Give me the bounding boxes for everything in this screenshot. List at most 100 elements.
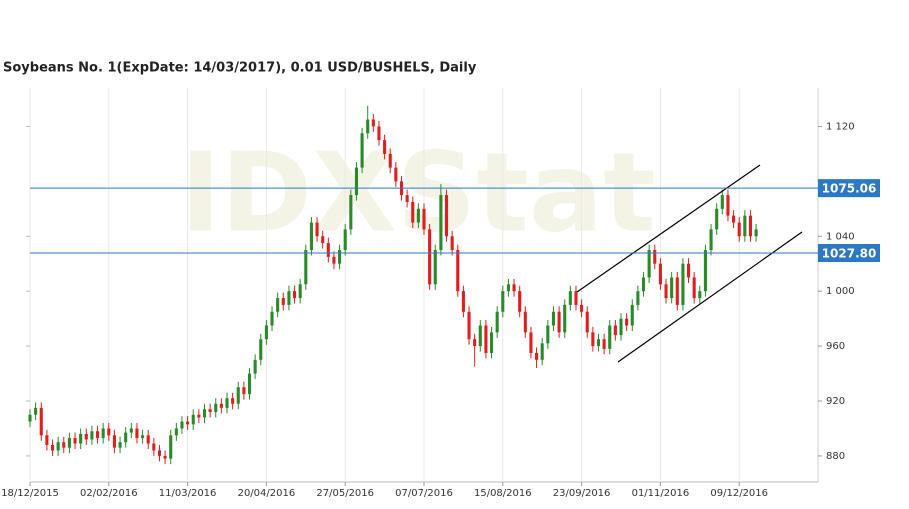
candle-body xyxy=(124,432,128,443)
candle-body xyxy=(535,352,539,360)
candle-body xyxy=(174,428,178,436)
candle-body xyxy=(62,442,66,448)
candle-body xyxy=(518,291,522,312)
candle-body xyxy=(698,291,702,299)
candle-body xyxy=(197,414,201,418)
candle-body xyxy=(523,311,527,333)
candle-body xyxy=(163,455,167,459)
candle-body xyxy=(625,318,629,326)
candles xyxy=(28,105,758,465)
candle-body xyxy=(433,249,437,285)
candle-body xyxy=(473,339,477,347)
candle-body xyxy=(585,311,589,333)
chart-title: Soybeans No. 1(ExpDate: 14/03/2017), 0.0… xyxy=(3,61,477,76)
candle-body xyxy=(501,291,505,312)
candle-body xyxy=(84,433,88,440)
candle-body xyxy=(529,332,533,353)
candle-body xyxy=(709,229,713,250)
candle-body xyxy=(253,359,257,374)
candle-body xyxy=(343,229,347,250)
candle-body xyxy=(743,215,747,237)
candle-body xyxy=(242,387,246,395)
candle-body xyxy=(748,215,753,237)
candle-body xyxy=(270,311,274,326)
candle-body xyxy=(619,318,623,336)
candle-body xyxy=(141,435,145,439)
candle-body xyxy=(39,407,43,436)
candle-body xyxy=(56,442,60,451)
candle-body xyxy=(641,277,646,292)
candle-body xyxy=(670,277,674,299)
candle-body xyxy=(28,414,32,422)
candle-body xyxy=(557,311,561,333)
candle-body xyxy=(489,332,494,353)
candle-body xyxy=(287,291,291,305)
y-tick-label: 1 000 xyxy=(826,286,855,297)
candle-body xyxy=(191,414,195,425)
candle-body xyxy=(405,195,409,202)
candle-body xyxy=(95,431,100,439)
candle-body xyxy=(574,291,578,305)
candle-body xyxy=(495,311,499,333)
candle-body xyxy=(304,249,308,285)
candle-body xyxy=(90,431,94,440)
candle-body xyxy=(591,332,595,347)
x-tick-label: 23/09/2016 xyxy=(553,488,611,499)
candle-body xyxy=(444,195,449,237)
candle-body xyxy=(439,195,443,250)
candle-body xyxy=(292,291,297,299)
trend-line-upper xyxy=(576,164,761,293)
x-tick-label: 02/02/2016 xyxy=(80,488,138,499)
candle-body xyxy=(338,249,342,264)
candle-body xyxy=(157,450,162,456)
candle-body xyxy=(568,291,572,305)
candle-body xyxy=(332,256,336,264)
x-tick-label: 11/03/2016 xyxy=(159,488,217,499)
candle-body xyxy=(169,435,173,459)
candle-body xyxy=(636,291,640,305)
candle-body xyxy=(129,428,133,433)
grid: 18/12/2015 02/02/2016 11/03/2016 20/04/2016… xyxy=(1,88,855,499)
candle-body xyxy=(394,167,398,182)
candle-body xyxy=(231,398,235,404)
candle-body xyxy=(34,407,38,415)
candle-body xyxy=(135,428,139,439)
candle-body xyxy=(388,153,392,168)
candle-body xyxy=(377,126,381,141)
candle-body xyxy=(236,387,240,404)
candle-body xyxy=(152,443,156,451)
y-tick-label: 920 xyxy=(826,396,845,407)
candle-body xyxy=(478,325,482,347)
candle-body xyxy=(112,435,116,448)
candle-body xyxy=(259,339,263,360)
candle-body xyxy=(315,222,319,237)
x-tick-label: 15/08/2016 xyxy=(474,488,532,499)
candle-body xyxy=(540,343,544,360)
candle-body xyxy=(681,263,685,305)
candle-body xyxy=(225,398,229,408)
candle-body xyxy=(715,208,719,230)
candle-body xyxy=(737,222,741,237)
candle-body xyxy=(461,291,465,312)
candle-body xyxy=(658,263,662,285)
candle-body xyxy=(321,236,325,244)
candle-body xyxy=(720,195,724,209)
candle-body xyxy=(546,325,550,344)
candle-body xyxy=(653,249,657,264)
candle-body xyxy=(67,438,71,448)
candle-body xyxy=(703,249,707,292)
candle-body xyxy=(73,438,77,444)
candle-body xyxy=(118,442,122,448)
candle-body xyxy=(675,277,679,305)
candle-body xyxy=(349,195,353,230)
candle-body xyxy=(208,409,212,412)
price-level-label: 1027.80 xyxy=(822,247,877,261)
candle-body xyxy=(247,373,252,395)
candle-body xyxy=(298,284,302,299)
x-tick-label: 20/04/2016 xyxy=(238,488,296,499)
candle-body xyxy=(484,325,488,353)
candle-body xyxy=(371,119,375,127)
x-tick-label: 09/12/2016 xyxy=(710,488,768,499)
candle-body xyxy=(411,201,415,223)
